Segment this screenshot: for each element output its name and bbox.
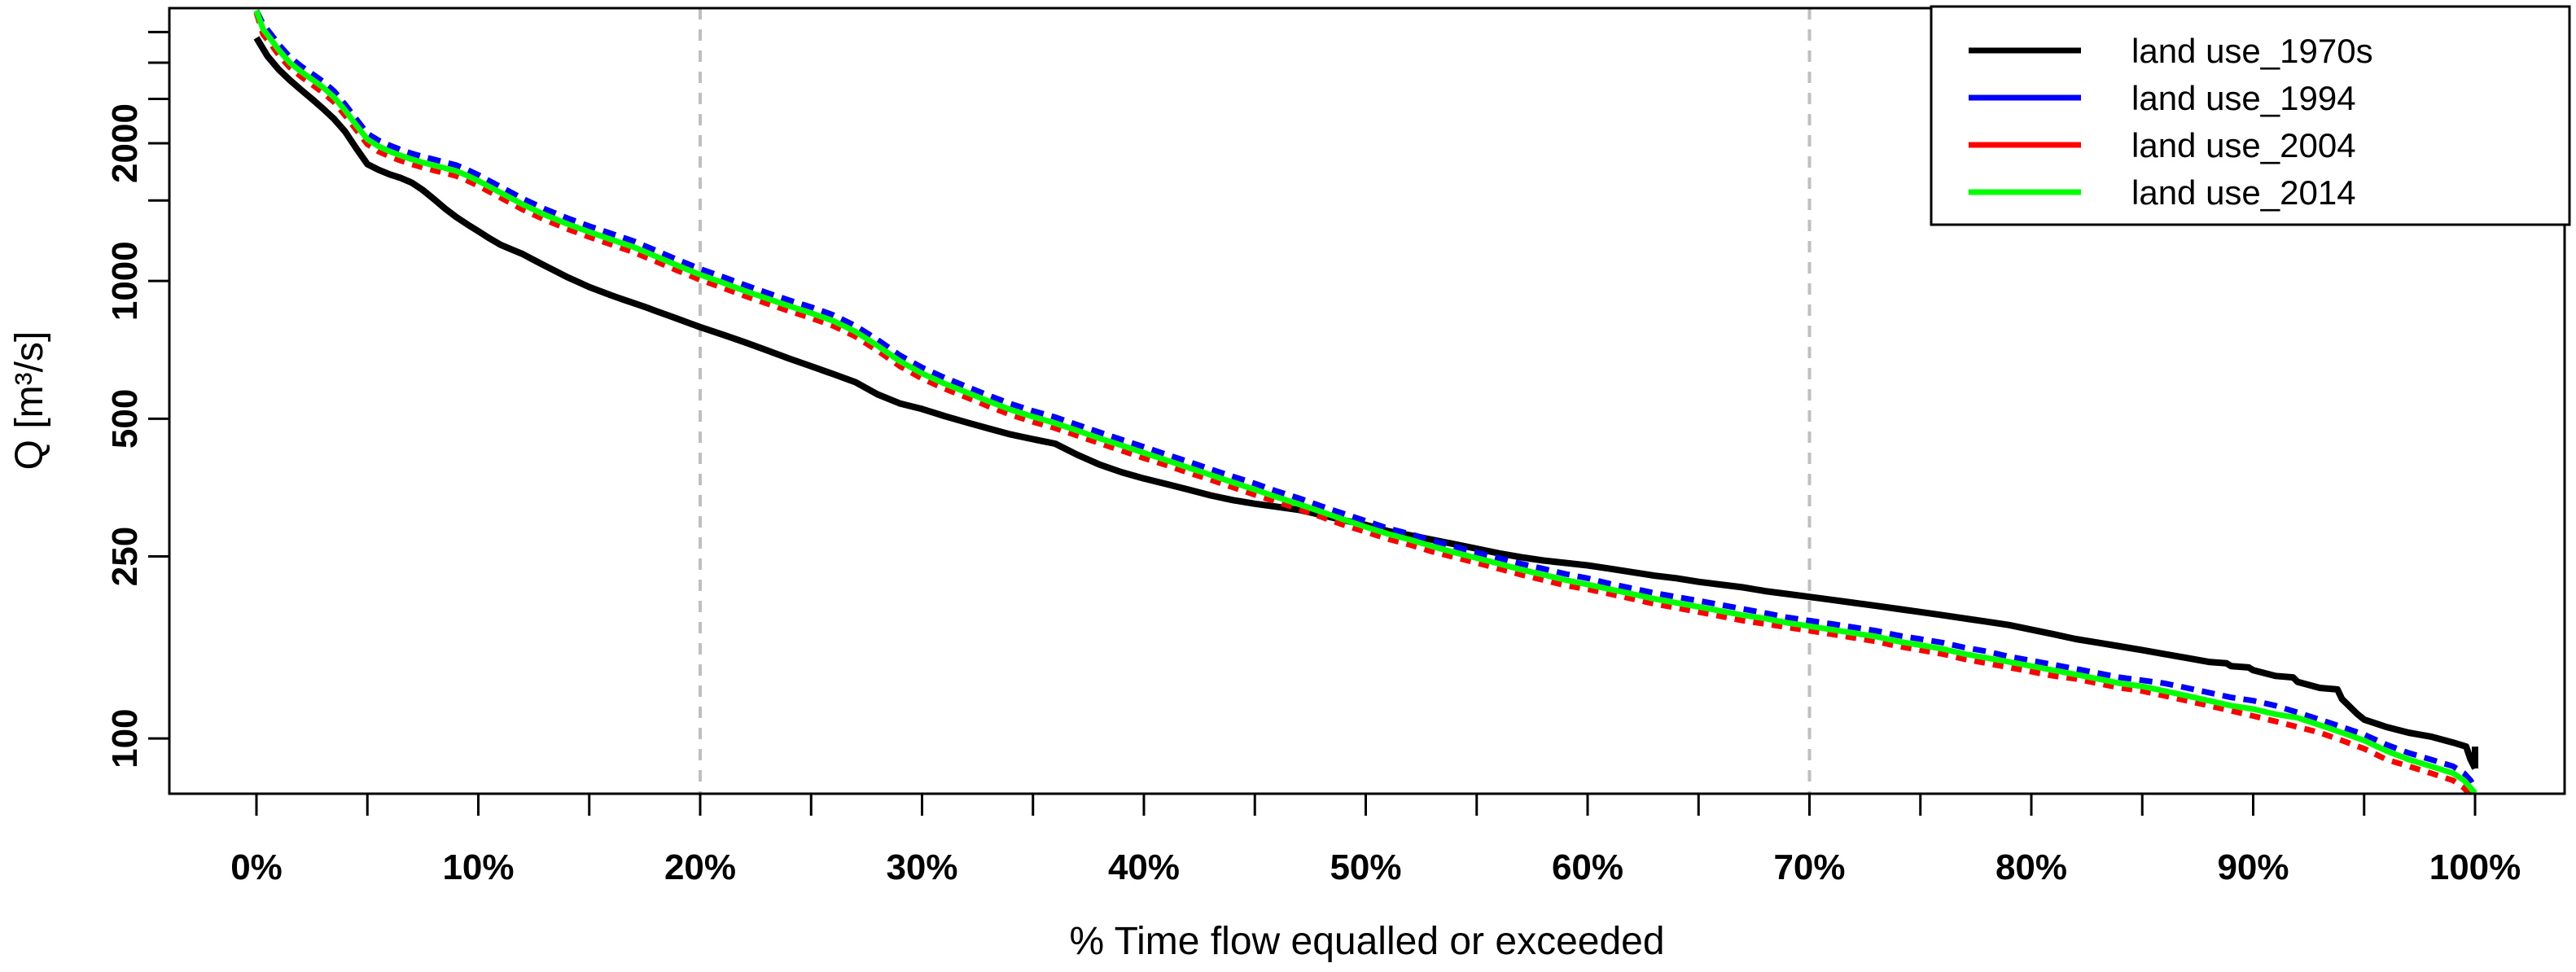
x-axis-title: % Time flow equalled or exceeded	[1069, 920, 1664, 963]
series-lines	[253, 9, 2478, 793]
x-tick-label: 60%	[1552, 847, 1623, 887]
legend-label-2004: land use_2004	[2131, 126, 2356, 164]
legend-label-1970s: land use_1970s	[2131, 32, 2373, 70]
series-line-land-use-2014	[253, 9, 2477, 793]
series-line-land-use-1994	[253, 9, 2478, 790]
x-tick-label: 90%	[2217, 847, 2289, 887]
x-tick-label: 50%	[1330, 847, 1401, 887]
series-line-land-use-2004	[253, 11, 2473, 793]
x-tick-label: 20%	[664, 847, 736, 887]
y-tick-label: 2000	[105, 103, 145, 183]
series-line-land-use-1970s	[253, 36, 2478, 770]
y-tick-label: 250	[105, 527, 145, 586]
y-tick-label: 100	[105, 708, 145, 768]
x-tick-label: 0%	[230, 847, 283, 887]
y-axis-title: Q [m³/s]	[8, 331, 51, 471]
x-tick-label: 80%	[1996, 847, 2067, 887]
y-tick-label: 1000	[105, 241, 145, 321]
legend: land use_1970s land use_1994 land use_20…	[1930, 5, 2571, 226]
legend-row: land use_2004	[1969, 126, 2356, 164]
x-tick-label: 30%	[886, 847, 957, 887]
x-tick-label: 70%	[1773, 847, 1845, 887]
legend-row: land use_1994	[1969, 79, 2356, 117]
legend-label-1994: land use_1994	[2131, 79, 2356, 117]
x-tick-label: 40%	[1108, 847, 1180, 887]
y-tick-label: 500	[105, 389, 145, 449]
x-tick-label: 10%	[442, 847, 514, 887]
y-axis: 100 250 500 1000 2000	[105, 30, 169, 768]
legend-row: land use_2014	[1969, 173, 2356, 212]
x-tick-label: 100%	[2429, 847, 2521, 887]
legend-row: land use_1970s	[1969, 32, 2373, 70]
legend-label-2014: land use_2014	[2131, 173, 2356, 212]
x-axis: 0% 10% 20% 30% 40% 50% 60% 70% 80% 90% 100%	[230, 794, 2521, 887]
legend-box	[1930, 5, 2571, 226]
gridlines	[699, 8, 1812, 794]
